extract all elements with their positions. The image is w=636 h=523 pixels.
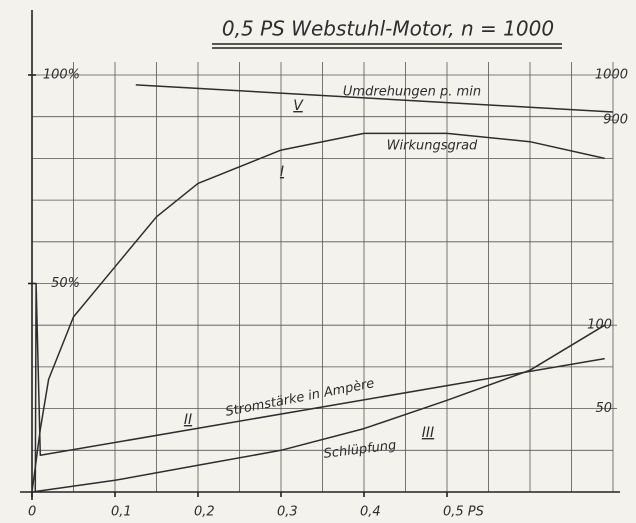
series-line — [135, 84, 614, 113]
series-line — [34, 282, 605, 493]
x-tick-label: 0,2 — [194, 505, 215, 520]
x-tick-label: 0,1 — [111, 505, 132, 520]
y3-tick-label: 50 — [595, 401, 612, 416]
series-line — [31, 324, 606, 493]
chart-title: 0,5 PS Webstuhl-Motor, n = 1000 — [222, 17, 554, 41]
series-name: Umdrehungen p. min — [343, 85, 481, 100]
y2-tick-label: 1000 — [595, 68, 628, 83]
series-name: Wirkungsgrad — [387, 139, 478, 154]
series-numeral: V — [293, 98, 304, 114]
x-tick-label: 0,5 PS — [443, 505, 484, 520]
series-numeral: I — [280, 164, 284, 180]
x-tick-label: 0,4 — [360, 505, 381, 520]
y-tick-label: 100% — [43, 68, 80, 83]
x-tick-label: 0 — [28, 505, 36, 520]
y2-tick-label: 900 — [603, 113, 628, 128]
series-line — [31, 132, 605, 493]
series-numeral: II — [184, 412, 192, 428]
y3-tick-label: 100 — [587, 318, 612, 333]
x-tick-label: 0,3 — [277, 505, 298, 520]
y-tick-label: 50% — [51, 276, 80, 291]
series-numeral: III — [422, 425, 434, 441]
